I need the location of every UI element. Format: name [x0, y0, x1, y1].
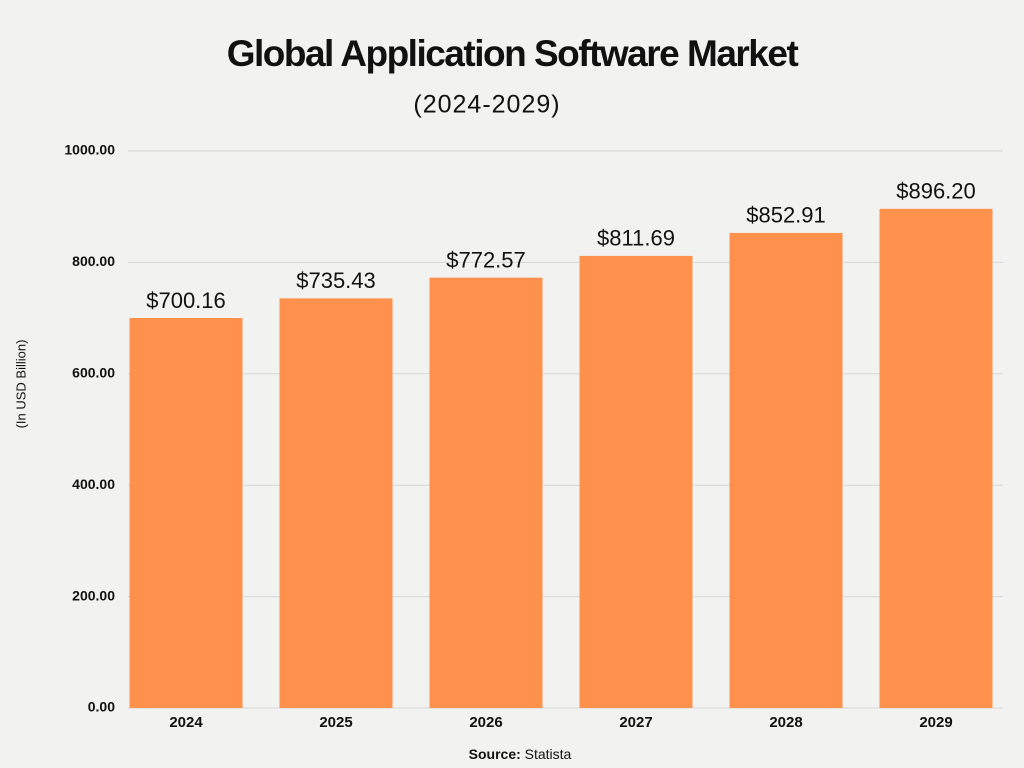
x-tick-label: 2024 [169, 714, 203, 731]
bar [579, 255, 693, 708]
value-label: $700.16 [146, 288, 226, 313]
x-tick-label: 2027 [619, 714, 652, 731]
y-tick-label: 200.00 [72, 587, 115, 603]
bar [129, 318, 243, 708]
y-axis-label: (In USD Billion) [13, 340, 28, 429]
bar [729, 232, 843, 708]
x-tick-label: 2025 [319, 714, 352, 731]
chart-title: Global Application Software Market [227, 33, 799, 74]
value-label: $735.43 [296, 268, 376, 293]
value-label: $811.69 [597, 226, 675, 251]
x-tick-label: 2026 [469, 714, 502, 731]
x-tick-label: 2028 [769, 714, 802, 731]
source-label: Source: [469, 746, 521, 762]
chart-subtitle: (2024-2029) [413, 91, 560, 119]
bar [279, 298, 393, 708]
value-label: $772.57 [446, 247, 526, 272]
x-tick-label: 2029 [919, 714, 952, 731]
bar [429, 277, 543, 708]
y-tick-label: 600.00 [72, 365, 115, 381]
source-text: Statista [525, 746, 572, 762]
y-tick-label: 1000.00 [64, 142, 115, 158]
y-tick-label: 400.00 [72, 476, 115, 492]
y-tick-label: 800.00 [72, 253, 115, 269]
bar [879, 208, 993, 709]
source-note: Source: Statista [469, 746, 572, 762]
y-tick-label: 0.00 [88, 699, 115, 715]
value-label: $852.91 [746, 203, 826, 228]
value-label: $896.20 [896, 179, 976, 204]
